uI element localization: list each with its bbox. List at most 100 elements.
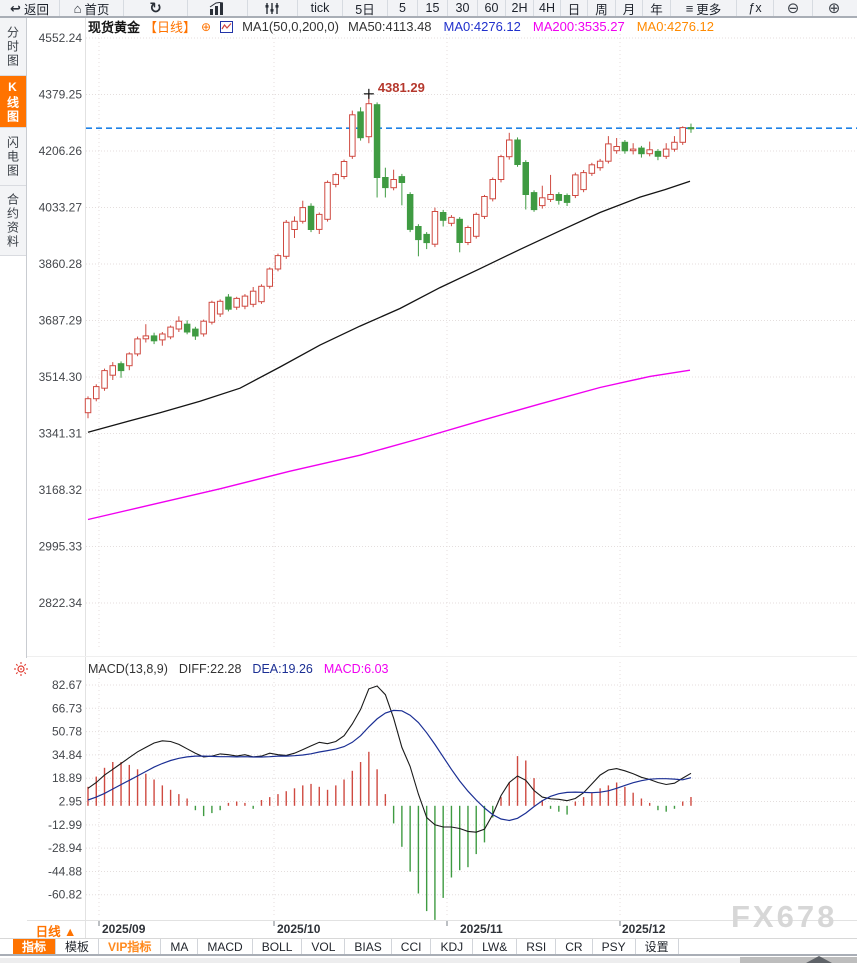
add-indicator-icon[interactable]: ⊕ (201, 19, 212, 34)
menu-icon: ≡ (685, 0, 694, 16)
zoom-out-button[interactable]: ⊖ (774, 0, 813, 17)
indicator-settings-button[interactable] (248, 0, 298, 16)
gridlines (86, 26, 857, 926)
symbol-legend-bar: 现货黄金 【日线】 ⊕ MA1(50,0,200,0) MA50:4113.48… (88, 19, 715, 35)
tab-VOL[interactable]: VOL (302, 939, 346, 954)
axis-labels: 4552.24 4379.25 4206.26 4033.27 3860.28 3687.… (39, 31, 666, 936)
interval-30min-button-label: 30 (455, 1, 470, 15)
indicator-settings-sun-icon[interactable] (13, 661, 29, 677)
home-button-label: 首页 (84, 2, 110, 17)
macd-legend: MACD(13,8,9) DIFF:22.28 DEA:19.26 MACD:6… (88, 662, 389, 676)
macd-axis-label: -12.99 (48, 818, 82, 832)
price-axis-label: 4033.27 (39, 201, 83, 215)
interval-60min-button[interactable]: 60 (478, 0, 506, 16)
tab-指标[interactable]: 指标 (13, 939, 57, 954)
tab-CCI[interactable]: CCI (392, 939, 432, 954)
tab-BOLL[interactable]: BOLL (253, 939, 303, 954)
refresh-button[interactable]: ↻ (124, 0, 188, 16)
interval-5min-button[interactable]: 5 (388, 0, 418, 16)
candles (84, 93, 695, 419)
interval-week-button[interactable]: 周 (588, 0, 616, 17)
interval-year-button[interactable]: 年 (643, 0, 671, 17)
bottom-strip (0, 958, 857, 963)
tab-MACD[interactable]: MACD (198, 939, 253, 954)
scroll-up-arrow-icon[interactable] (806, 956, 832, 963)
interval-15min-button-label: 15 (425, 1, 440, 15)
interval-4h-button[interactable]: 4H (534, 0, 561, 16)
interval-tick-button[interactable]: tick (298, 0, 343, 16)
back-arrow-icon: ↩ (10, 0, 21, 16)
date-axis-label: 2025/11 (460, 922, 503, 936)
macd-macd-value: MACD:6.03 (323, 662, 389, 676)
horizontal-scrollbar[interactable] (740, 957, 857, 963)
zoom-in-button-label: ⊕ (827, 0, 841, 17)
peak-annotation: 4381.29 (378, 80, 425, 95)
tab-MA[interactable]: MA (161, 939, 199, 954)
price-axis-label: 3341.31 (39, 427, 83, 441)
tab-设置[interactable]: 设置 (636, 939, 679, 954)
macd-axis-label: 18.89 (52, 771, 82, 785)
mini-chart-icon[interactable] (220, 20, 234, 33)
tab-KDJ[interactable]: KDJ (431, 939, 474, 954)
back-button[interactable]: ↩ 返回 (0, 0, 60, 17)
interval-week-button-label: 周 (595, 2, 608, 17)
price-axis-label: 3687.29 (39, 314, 83, 328)
tab-LW&[interactable]: LW& (473, 939, 518, 954)
macd-axis-label: 66.73 (52, 701, 82, 715)
zoom-in-button[interactable]: ⊕ (813, 0, 855, 17)
zoom-out-button-label: ⊖ (786, 0, 800, 17)
ma-value-3: MA0:4276.12 (636, 19, 715, 34)
indicator-tabbar: 指标 模板 VIP指标 MA MACD BOLL VOL BIAS CCI KDJ LW& RSI CR… (0, 938, 857, 956)
price-axis-label: 4552.24 (39, 31, 83, 45)
date-axis-label: 2025/10 (277, 922, 321, 936)
macd-diff-line (87, 685, 692, 833)
interval-5min-button-label: 5 (399, 1, 406, 15)
interval-month-button[interactable]: 月 (616, 0, 643, 17)
sidebar-item-tab[interactable]: 分时图 (0, 18, 26, 76)
macd-axis-label: -44.88 (48, 864, 82, 878)
price-axis-label: 3168.32 (39, 483, 83, 497)
tab-模板[interactable]: 模板 (56, 939, 100, 954)
home-button[interactable]: ⌂ 首页 (60, 0, 124, 17)
macd-axis-label: -60.82 (48, 888, 82, 902)
price-axis-label: 3514.30 (39, 370, 83, 384)
interval-2h-button-label: 2H (511, 1, 528, 15)
tab-VIP指标[interactable]: VIP指标 (99, 939, 162, 954)
tab-RSI[interactable]: RSI (517, 939, 557, 954)
more-button[interactable]: ≡ 更多 (671, 0, 737, 17)
chart-style-button[interactable] (188, 0, 248, 16)
axis-lines (27, 18, 857, 938)
more-button-label: 更多 (696, 2, 722, 17)
home-icon: ⌂ (73, 0, 82, 16)
date-axis-label: 2025/12 (622, 922, 666, 936)
interval-30min-button[interactable]: 30 (448, 0, 478, 16)
macd-diff-value: DIFF:22.28 (178, 662, 242, 676)
sidebar-item-active[interactable]: K线图 (0, 76, 26, 128)
period-selector[interactable]: 日线 ▲ (35, 925, 77, 939)
ma-value-2: MA200:3535.27 (532, 19, 625, 34)
price-axis-label: 2995.33 (39, 540, 83, 554)
macd-axis-label: 2.95 (59, 795, 83, 809)
price-axis-label: 3860.28 (39, 257, 83, 271)
fx-formula-button[interactable]: ƒx (737, 0, 774, 16)
macd-dea-value: DEA:19.26 (252, 662, 313, 676)
interval-15min-button[interactable]: 15 (418, 0, 448, 16)
tab-PSY[interactable]: PSY (593, 939, 636, 954)
symbol-name: 现货黄金 (88, 20, 141, 35)
interval-day-button-label: 日 (567, 2, 581, 17)
interval-year-button-label: 年 (650, 2, 663, 17)
interval-60min-button-label: 60 (484, 1, 499, 15)
interval-tick-button-label: tick (310, 1, 330, 15)
tab-CR[interactable]: CR (556, 939, 593, 954)
fx-formula-button-label: ƒx (748, 1, 762, 15)
interval-2h-button[interactable]: 2H (506, 0, 534, 16)
sidebar-item-tab[interactable]: 闪电图 (0, 128, 26, 186)
sidebar-item-tab[interactable]: 合约资料 (0, 186, 26, 256)
macd-axis-label: 34.84 (52, 748, 82, 762)
interval-5day-button[interactable]: 5日 (343, 0, 388, 17)
tab-BIAS[interactable]: BIAS (345, 939, 392, 954)
date-axis-label: 2025/09 (102, 922, 146, 936)
peak-marker: 4381.29 (363, 80, 425, 99)
interval-day-button[interactable]: 日 (561, 0, 588, 17)
